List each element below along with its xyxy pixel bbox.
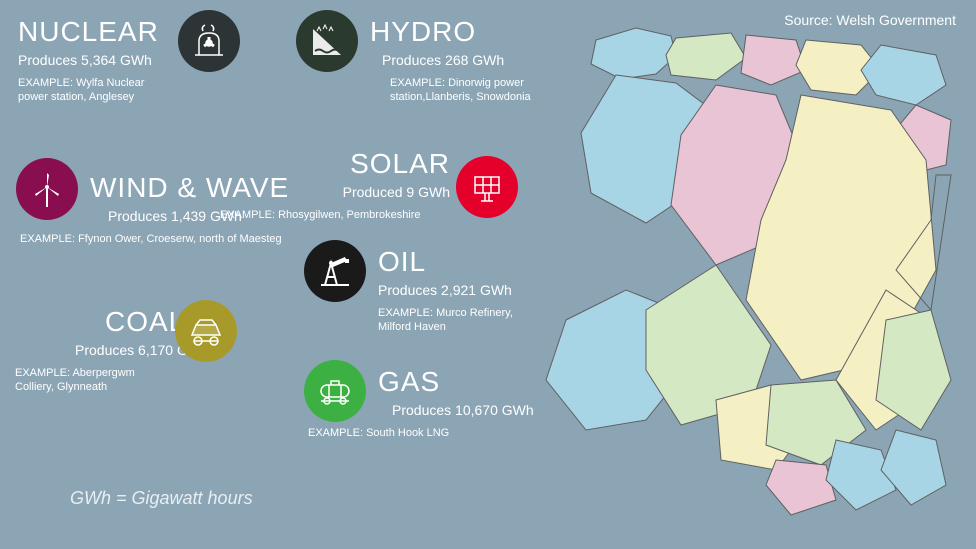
wind-icon — [16, 158, 78, 220]
coal-icon — [175, 300, 237, 362]
footnote-label: GWh = Gigawatt hours — [70, 488, 253, 509]
oil-icon — [304, 240, 366, 302]
solar-icon — [456, 156, 518, 218]
energy-nuclear: NUCLEAR Produces 5,364 GWh EXAMPLE: Wylf… — [18, 16, 278, 105]
nuclear-example: EXAMPLE: Wylfa Nuclear power station, An… — [18, 76, 168, 105]
coal-example: EXAMPLE: Aberpergwm Colliery, Glynneath — [15, 366, 175, 395]
gas-icon — [304, 360, 366, 422]
wales-map — [536, 20, 966, 530]
nuclear-produces: Produces 5,364 GWh — [18, 52, 278, 68]
energy-coal: COAL Produces 6,170 GWh EXAMPLE: Aberper… — [75, 306, 305, 395]
oil-example: EXAMPLE: Murco Refinery, Milford Haven — [378, 306, 528, 335]
nuclear-icon — [178, 10, 240, 72]
hydro-example: EXAMPLE: Dinorwig power station,Llanberi… — [370, 76, 540, 105]
energy-solar: SOLAR Produced 9 GWh EXAMPLE: Rhosygilwe… — [300, 148, 550, 222]
hydro-icon — [296, 10, 358, 72]
